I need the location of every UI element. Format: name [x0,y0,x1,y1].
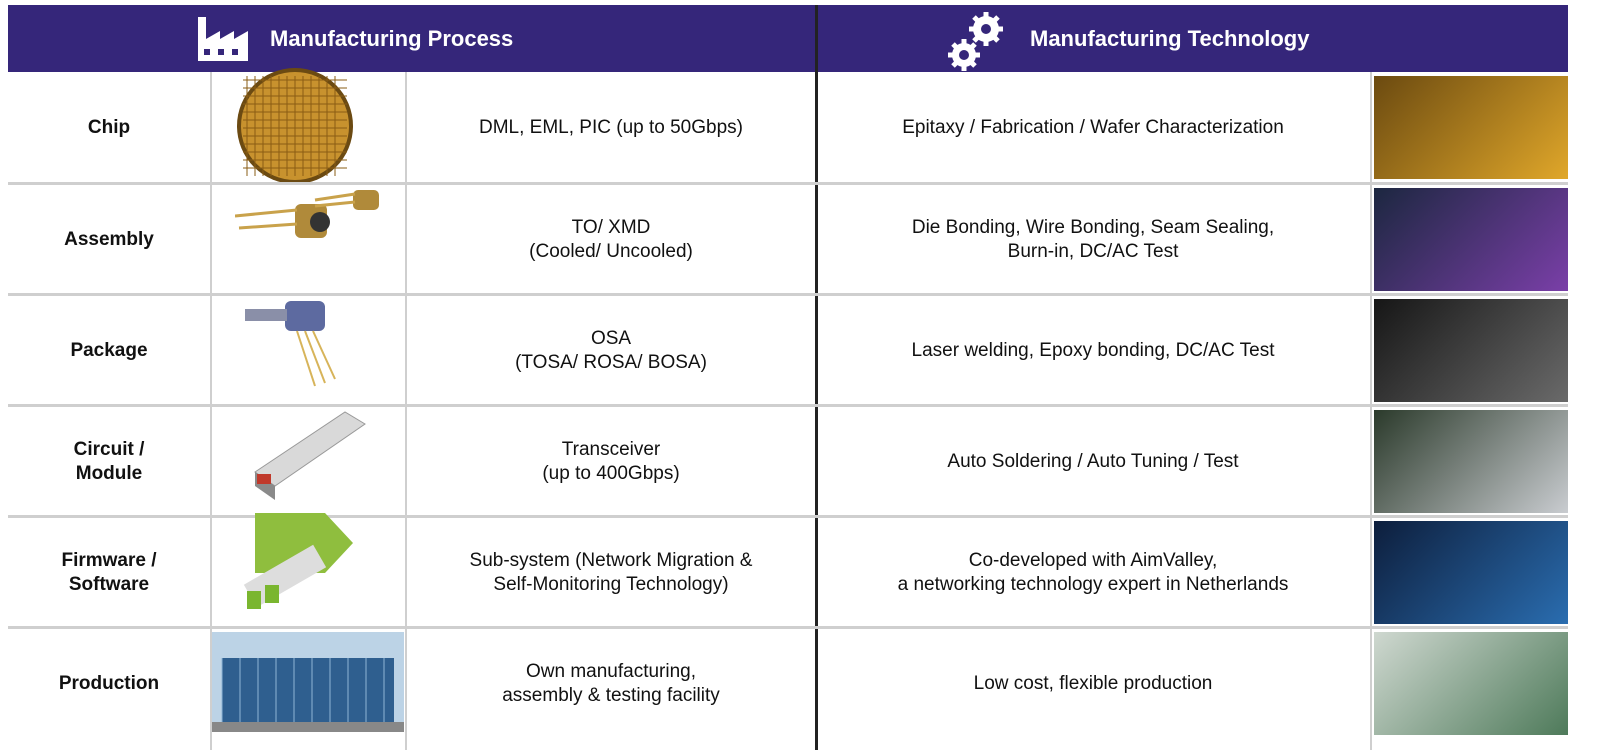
process-photo [1374,410,1568,513]
text-line: Software [68,573,150,595]
product-image [254,411,366,500]
process-text: TO/ XMD (Cooled/ Uncooled) [407,184,815,295]
text-line: DML, EML, PIC (up to 50Gbps) [479,116,743,138]
row-divider [8,404,1568,407]
text-line: OSA [590,327,632,349]
technology-text: Epitaxy / Fabrication / Wafer Characteri… [818,72,1368,183]
text-line: Burn-in, DC/AC Test [1007,240,1179,262]
process-text: Transceiver (up to 400Gbps) [407,406,815,517]
product-image [245,301,336,387]
row-label: Package [8,295,210,406]
text-line: Auto Soldering / Auto Tuning / Test [947,450,1239,472]
text-line: Transceiver [561,438,661,460]
column-divider [1370,72,1372,750]
process-text: OSA (TOSA/ ROSA/ BOSA) [407,295,815,406]
column-divider [405,72,407,750]
text-line: (up to 400Gbps) [542,462,680,484]
process-text: Sub-system (Network Migration & Self-Moni… [407,517,815,628]
center-divider [815,5,818,750]
row-label: Chip [8,72,210,183]
row-label: Production [8,628,210,739]
text-line: Laser welding, Epoxy bonding, DC/AC Test [911,339,1275,361]
product-image [212,632,404,732]
technology-title: Manufacturing Technology [1030,26,1310,51]
column-divider [210,72,212,750]
text-line: Own manufacturing, [525,660,697,682]
text-line: Co-developed with AimValley, [968,549,1218,571]
row-divider [8,182,1568,185]
row-label: Assembly [8,184,210,295]
text-line: Self-Monitoring Technology) [493,573,729,595]
text-line: Production [58,672,160,694]
process-text: Own manufacturing, assembly & testing fac… [407,628,815,739]
row-divider [8,515,1568,518]
row-label: Circuit / Module [8,406,210,517]
text-line: a networking technology expert in Nether… [897,573,1289,595]
product-image [235,190,379,238]
text-line: Circuit / [73,438,145,460]
process-photo [1374,632,1568,735]
gears-icon [948,12,1003,71]
product-image [237,68,353,184]
process-photo [1374,188,1568,291]
text-line: Package [70,339,148,361]
text-line: assembly & testing facility [502,684,720,706]
text-line: Epitaxy / Fabrication / Wafer Characteri… [902,116,1284,138]
process-photo [1374,76,1568,179]
text-line: Firmware / [61,549,157,571]
process-photo [1374,299,1568,402]
row-divider [8,626,1568,629]
row-divider [8,293,1568,296]
text-line: Module [75,462,143,484]
header-bar: Manufacturing Process Manufacturing Tech… [8,5,1568,72]
text-line: Assembly [64,228,154,250]
process-text: DML, EML, PIC (up to 50Gbps) [407,72,815,183]
text-line: (TOSA/ ROSA/ BOSA) [515,351,707,373]
text-line: TO/ XMD [571,216,651,238]
factory-icon [198,17,248,61]
process-title: Manufacturing Process [270,26,514,51]
text-line: Die Bonding, Wire Bonding, Seam Sealing, [911,216,1275,238]
technology-text: Low cost, flexible production [818,628,1368,739]
text-line: (Cooled/ Uncooled) [529,240,693,262]
technology-text: Die Bonding, Wire Bonding, Seam Sealing,… [818,184,1368,295]
text-line: Low cost, flexible production [973,672,1213,694]
technology-text: Co-developed with AimValley, a networking… [818,517,1368,628]
technology-text: Laser welding, Epoxy bonding, DC/AC Test [818,295,1368,406]
product-image [243,513,353,609]
text-line: Chip [87,116,131,138]
text-line: Sub-system (Network Migration & [469,549,753,571]
row-label: Firmware / Software [8,517,210,628]
technology-text: Auto Soldering / Auto Tuning / Test [818,406,1368,517]
process-photo [1374,521,1568,624]
